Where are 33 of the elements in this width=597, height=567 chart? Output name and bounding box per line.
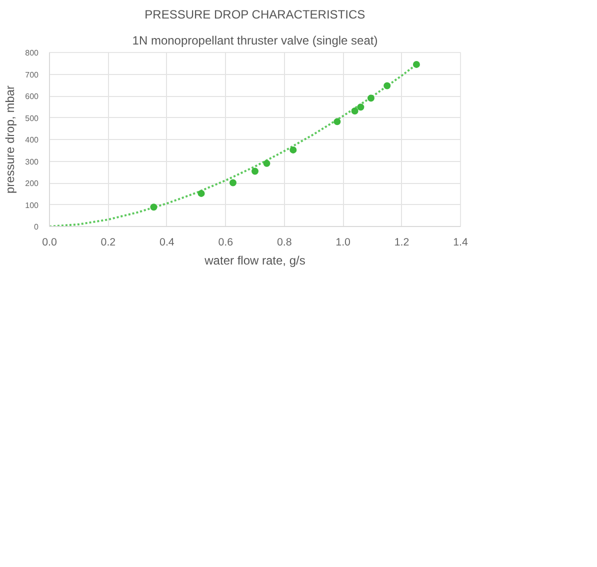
y-tick-label: 600 bbox=[25, 92, 40, 101]
point bbox=[412, 60, 420, 68]
point bbox=[367, 94, 374, 102]
point bbox=[357, 104, 364, 111]
point bbox=[252, 168, 258, 175]
y-tick-label: 0 bbox=[34, 222, 40, 232]
x-tick-label: 0.8 bbox=[276, 236, 292, 248]
y-tick-label: 300 bbox=[25, 157, 40, 166]
y-tick-label: 100 bbox=[25, 200, 40, 210]
y-tick-label: 700 bbox=[25, 70, 40, 80]
point bbox=[150, 204, 158, 211]
point bbox=[384, 82, 391, 90]
x-tick-label: 0.6 bbox=[218, 236, 234, 248]
point bbox=[334, 118, 341, 126]
point bbox=[290, 146, 297, 154]
point bbox=[229, 179, 236, 186]
point bbox=[198, 190, 205, 197]
y-tick-label: 500 bbox=[25, 114, 40, 123]
x-axis-title: water flow rate, g/s bbox=[204, 254, 306, 268]
x-tick-label: 0.4 bbox=[160, 236, 174, 248]
x-tick-label: 1.0 bbox=[336, 236, 351, 248]
chart-title: PRESSURE DROP CHARACTERISTICS bbox=[144, 8, 366, 22]
y-tick-label: 400 bbox=[25, 136, 40, 144]
x-tick-label: 0.0 bbox=[42, 236, 57, 248]
x-tick-label: 1.2 bbox=[394, 236, 410, 248]
x-tick-label: 0.2 bbox=[100, 236, 116, 248]
chart-subtitle: 1N monopropellant thruster valve (single seat) bbox=[132, 34, 378, 48]
x-tick-label: 1.4 bbox=[453, 236, 468, 248]
y-tick-label: 800 bbox=[25, 48, 40, 58]
y-tick-label: 200 bbox=[25, 179, 40, 188]
y-axis-title: pressure drop, mbar bbox=[3, 85, 18, 194]
point bbox=[263, 160, 270, 167]
point bbox=[351, 108, 358, 114]
